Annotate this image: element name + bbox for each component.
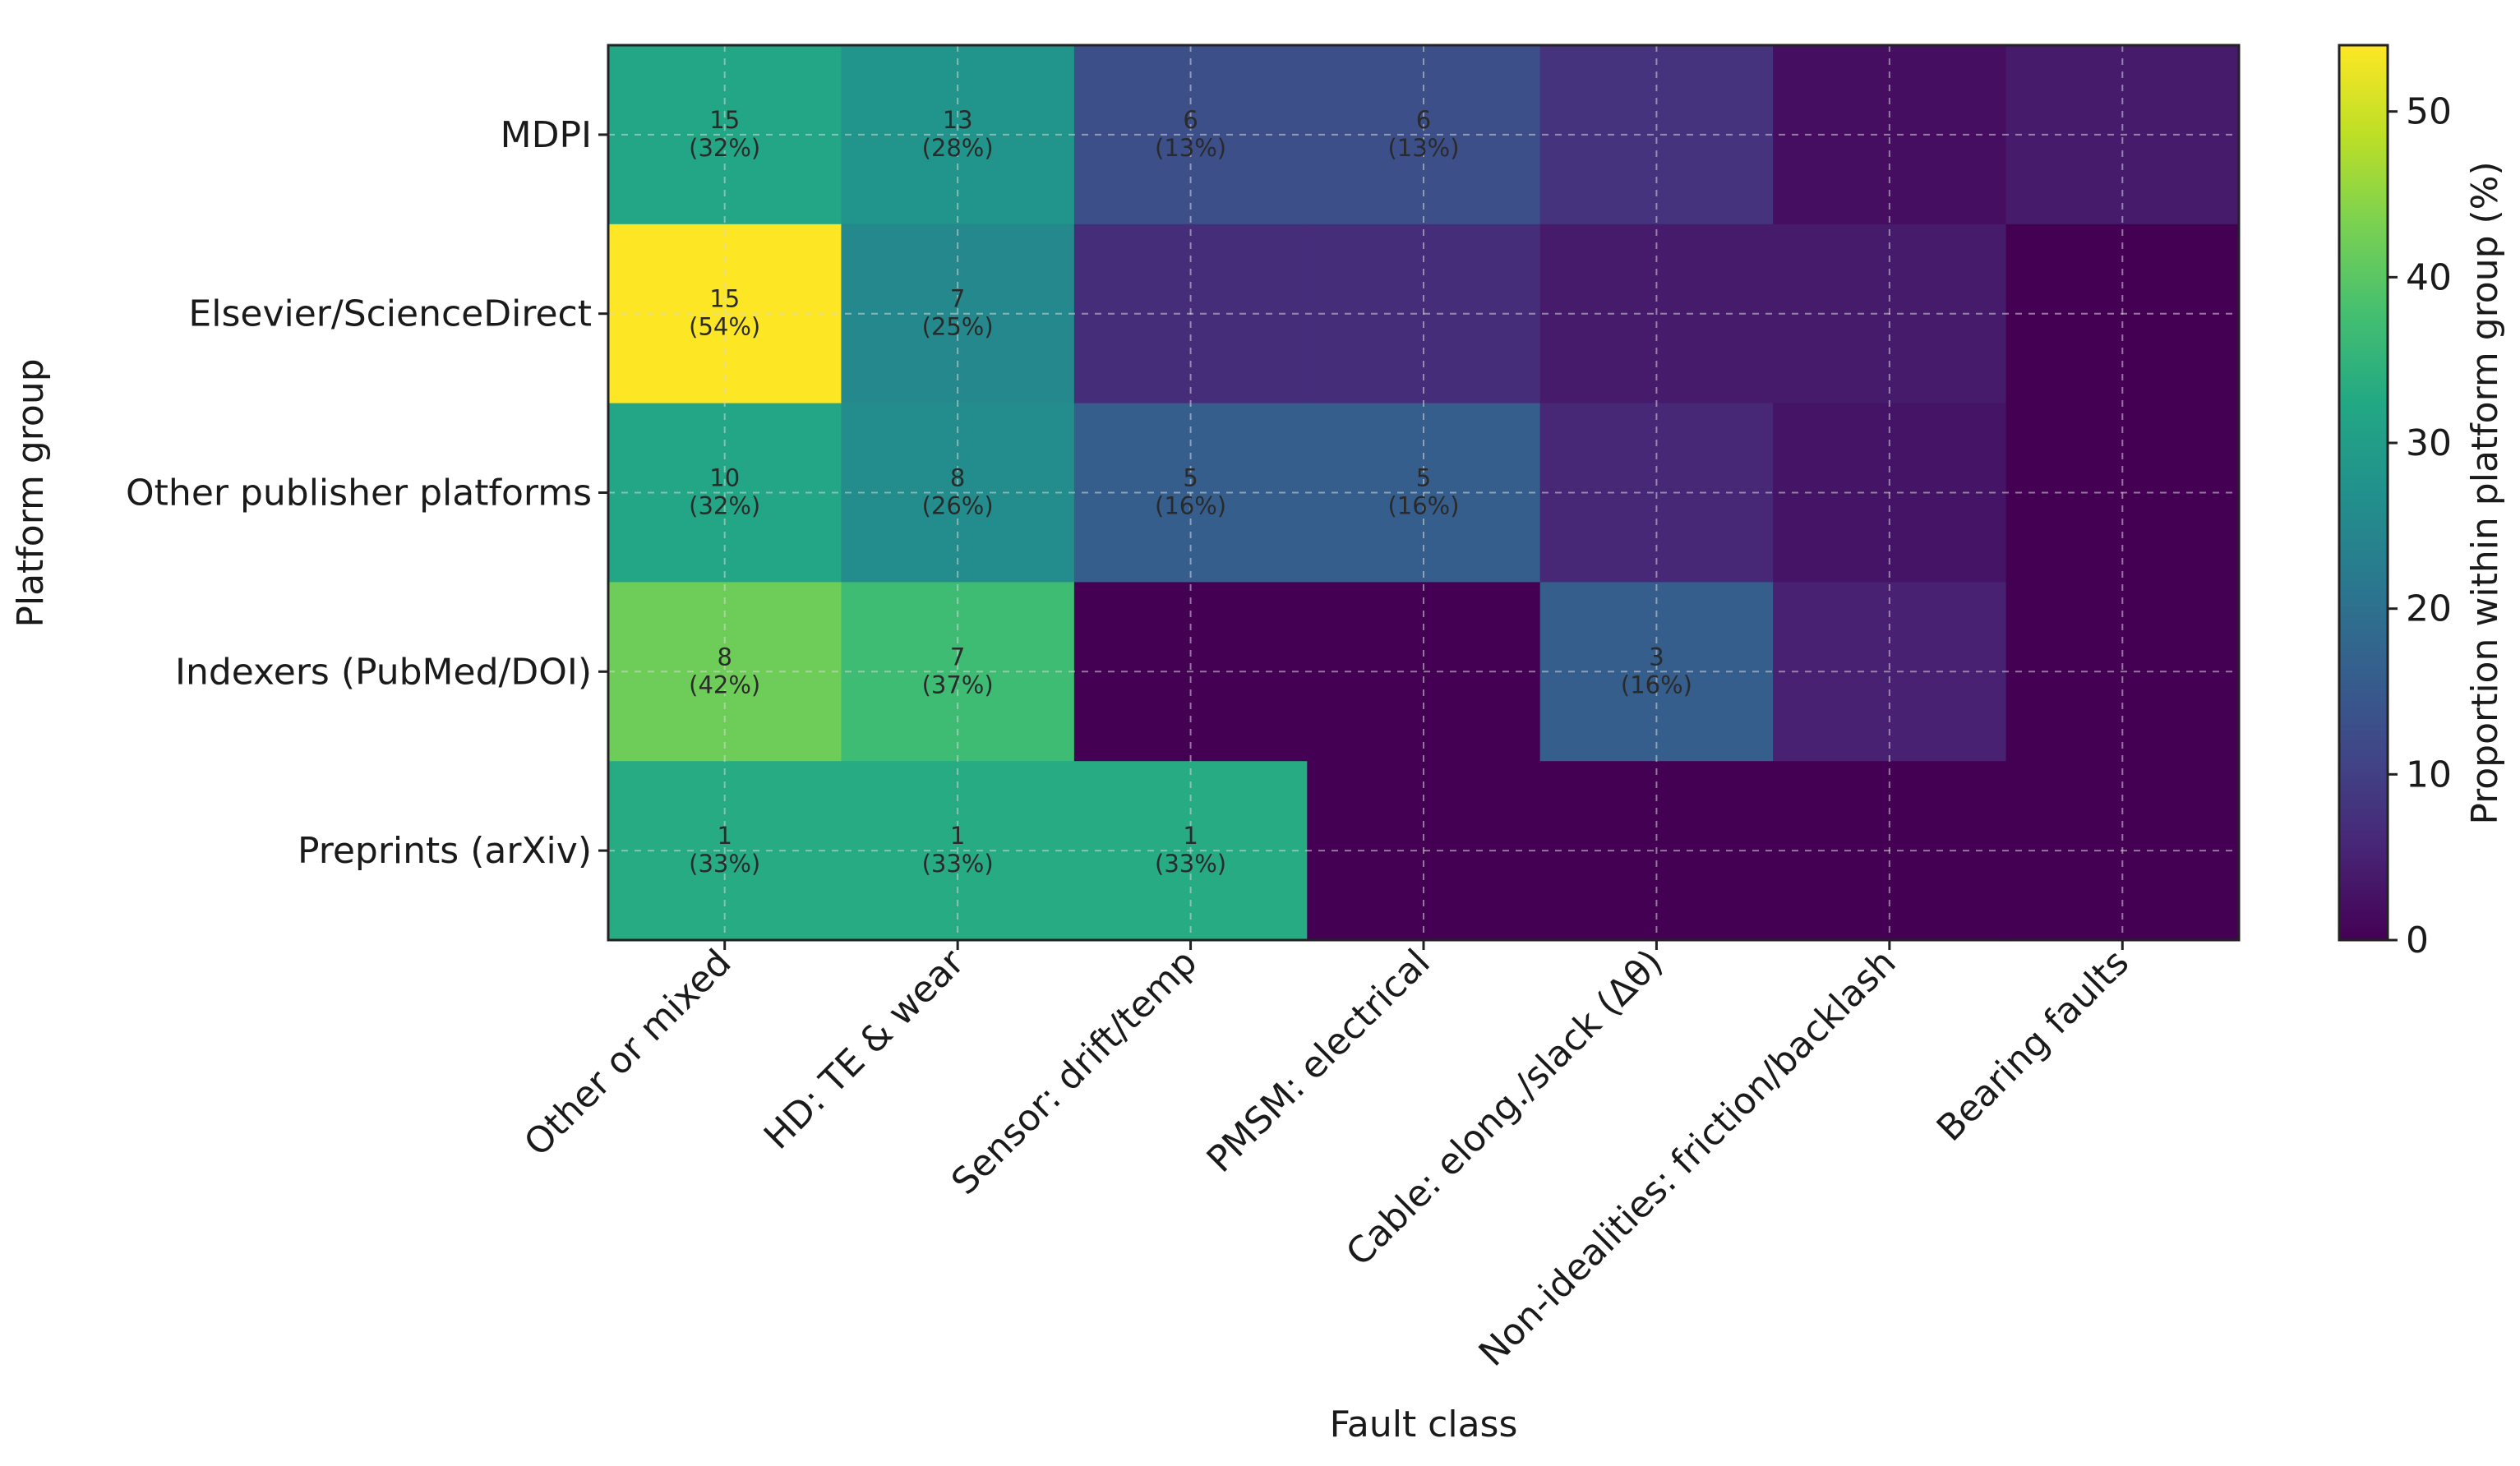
cell-percent-label: (16%) <box>1155 492 1226 520</box>
x-tick-label: Sensor: drift/temp <box>944 942 1205 1203</box>
cell-percent-label: (33%) <box>689 850 760 878</box>
y-tick-label: Elsevier/ScienceDirect <box>188 293 592 335</box>
cell-percent-label: (26%) <box>922 492 994 520</box>
x-tick-label: PMSM: electrical <box>1199 942 1438 1181</box>
colorbar-tick-label: 10 <box>2406 754 2452 795</box>
gridlines <box>608 45 2239 940</box>
cell-count-label: 7 <box>950 643 965 671</box>
cell-count-label: 1 <box>717 822 732 850</box>
cell-count-label: 15 <box>709 106 740 134</box>
cell-count-label: 5 <box>1416 464 1431 492</box>
y-axis-ticks: MDPI Elsevier/ScienceDirect Other publishe… <box>126 114 608 872</box>
cell-percent-label: (32%) <box>689 134 760 162</box>
cell-percent-label: (54%) <box>689 313 760 341</box>
cell-count-label: 13 <box>943 106 973 134</box>
x-tick-label: Non-idealities: friction/backlash <box>1471 942 1904 1375</box>
y-axis-label: Platform group <box>10 358 52 627</box>
colorbar-tick-label: 20 <box>2406 588 2452 630</box>
cell-count-label: 6 <box>1183 106 1198 134</box>
x-tick-label: Other or mixed <box>516 942 739 1164</box>
cell-count-label: 1 <box>950 822 965 850</box>
colorbar-tick-label: 50 <box>2406 91 2452 133</box>
cell-count-label: 8 <box>950 464 965 492</box>
colorbar-ticks: 0 10 20 30 40 50 <box>2388 91 2452 961</box>
cell-count-label: 1 <box>1183 822 1198 850</box>
cell-count-label: 3 <box>1649 643 1664 671</box>
x-axis-label: Fault class <box>1330 1404 1518 1445</box>
cell-labels: 15(32%)13(28%)6(13%)6(13%)15(54%)7(25%)1… <box>689 106 1692 878</box>
cell-count-label: 6 <box>1416 106 1431 134</box>
cell-percent-label: (16%) <box>1387 492 1459 520</box>
cell-percent-label: (33%) <box>1155 850 1226 878</box>
colorbar-tick-label: 30 <box>2406 422 2452 464</box>
y-tick-label: MDPI <box>501 114 592 156</box>
colorbar-tick-label: 40 <box>2406 256 2452 298</box>
cell-percent-label: (13%) <box>1155 134 1226 162</box>
cell-percent-label: (42%) <box>689 671 760 698</box>
cell-count-label: 7 <box>950 285 965 313</box>
cell-percent-label: (37%) <box>922 671 994 698</box>
y-tick-label: Indexers (PubMed/DOI) <box>175 651 592 693</box>
cell-count-label: 5 <box>1183 464 1198 492</box>
cell-percent-label: (32%) <box>689 492 760 520</box>
cell-percent-label: (25%) <box>922 313 994 341</box>
cell-percent-label: (33%) <box>922 850 994 878</box>
cell-count-label: 10 <box>709 464 740 492</box>
cell-percent-label: (13%) <box>1387 134 1459 162</box>
cell-count-label: 15 <box>709 285 740 313</box>
cell-percent-label: (28%) <box>922 134 994 162</box>
colorbar-tick-label: 0 <box>2406 920 2429 961</box>
cell-percent-label: (16%) <box>1621 671 1692 698</box>
x-tick-label: HD: TE & wear <box>756 941 973 1158</box>
colorbar-label: Proportion within platform group (%) <box>2464 161 2506 824</box>
x-tick-label: Bearing faults <box>1929 942 2137 1150</box>
colorbar <box>2338 44 2389 942</box>
y-tick-label: Other publisher platforms <box>126 473 592 514</box>
y-tick-label: Preprints (arXiv) <box>298 830 592 872</box>
cell-count-label: 8 <box>717 643 732 671</box>
